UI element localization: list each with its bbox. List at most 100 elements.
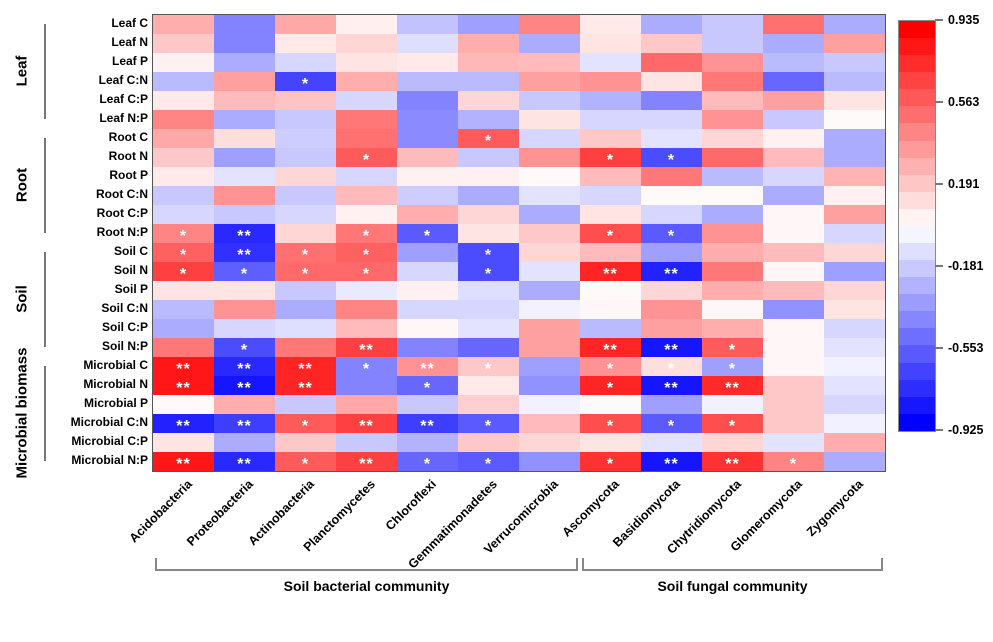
heatmap-cell bbox=[397, 281, 458, 300]
heatmap-cell bbox=[702, 110, 763, 129]
heatmap-cell bbox=[641, 91, 702, 110]
heatmap-cell bbox=[397, 338, 458, 357]
heatmap-cell bbox=[153, 53, 214, 72]
heatmap-cell bbox=[580, 395, 641, 414]
heatmap-cell: ** bbox=[153, 452, 214, 472]
colorbar-step bbox=[899, 311, 935, 329]
heatmap-cell bbox=[702, 148, 763, 167]
heatmap-cell bbox=[519, 243, 580, 262]
heatmap-cell bbox=[397, 395, 458, 414]
colorbar-step bbox=[899, 140, 935, 158]
heatmap-cell: * bbox=[458, 357, 519, 377]
heatmap-cell: * bbox=[153, 262, 214, 282]
heatmap-cell bbox=[763, 300, 824, 319]
heatmap-cell bbox=[397, 319, 458, 338]
row-label: Root C:P bbox=[96, 206, 148, 220]
heatmap-cell bbox=[641, 72, 702, 91]
heatmap-cell bbox=[275, 281, 336, 300]
heatmap-cell: ** bbox=[641, 338, 702, 358]
heatmap-cell: ** bbox=[214, 376, 275, 396]
heatmap-cell bbox=[580, 243, 641, 262]
colorbar-step bbox=[899, 260, 935, 278]
heatmap-cell bbox=[397, 34, 458, 53]
row-label: Microbial N bbox=[83, 377, 148, 391]
colorbar-step bbox=[899, 379, 935, 397]
heatmap-cell bbox=[580, 205, 641, 224]
heatmap-cell: ** bbox=[336, 452, 397, 472]
heatmap-cell bbox=[458, 281, 519, 300]
heatmap-cell bbox=[763, 167, 824, 186]
heatmap-cell: * bbox=[641, 357, 702, 377]
heatmap-cell: * bbox=[336, 224, 397, 244]
heatmap-cell bbox=[519, 34, 580, 53]
heatmap-cell: ** bbox=[641, 452, 702, 472]
heatmap-cell bbox=[336, 300, 397, 319]
heatmap-cell bbox=[397, 53, 458, 72]
heatmap-cell bbox=[214, 167, 275, 186]
heatmap-cell bbox=[763, 72, 824, 91]
row-label: Microbial P bbox=[83, 396, 148, 410]
colorbar-step bbox=[899, 243, 935, 261]
column-group-label: Soil fungal community bbox=[657, 578, 808, 594]
heatmap-cell bbox=[458, 91, 519, 110]
row-group-label: Microbial biomass bbox=[13, 347, 31, 479]
heatmap-cell bbox=[153, 186, 214, 205]
heatmap-cell bbox=[153, 319, 214, 338]
heatmap-cell bbox=[519, 319, 580, 338]
row-label: Leaf C:N bbox=[98, 73, 148, 87]
heatmap-cell bbox=[275, 129, 336, 148]
heatmap-cell bbox=[519, 91, 580, 110]
heatmap-cell bbox=[763, 376, 824, 395]
heatmap-cell bbox=[336, 167, 397, 186]
heatmap-cell bbox=[336, 34, 397, 53]
heatmap-cell: * bbox=[275, 262, 336, 282]
heatmap-cell bbox=[336, 110, 397, 129]
heatmap-cell bbox=[214, 148, 275, 167]
heatmap-cell bbox=[519, 357, 580, 376]
colorbar-tick-label: 0.191 bbox=[948, 177, 980, 191]
heatmap-cell: ** bbox=[641, 262, 702, 282]
heatmap-cell bbox=[458, 72, 519, 91]
heatmap-cell bbox=[763, 186, 824, 205]
heatmap-cell bbox=[336, 15, 397, 34]
heatmap-cell bbox=[824, 300, 885, 319]
heatmap-cell bbox=[275, 91, 336, 110]
heatmap-cell: ** bbox=[275, 376, 336, 396]
colorbar-step bbox=[899, 157, 935, 175]
heatmap-cell: * bbox=[214, 262, 275, 282]
heatmap-cell bbox=[458, 186, 519, 205]
heatmap-cell: ** bbox=[580, 262, 641, 282]
heatmap-cell bbox=[702, 243, 763, 262]
heatmap-cell bbox=[214, 281, 275, 300]
heatmap-cell: * bbox=[580, 224, 641, 244]
row-label: Microbial N:P bbox=[71, 453, 148, 467]
colorbar-tick-label: 0.935 bbox=[948, 13, 980, 27]
heatmap-cell bbox=[702, 300, 763, 319]
heatmap-cell bbox=[519, 395, 580, 414]
heatmap-cell bbox=[824, 167, 885, 186]
heatmap-cell: * bbox=[580, 357, 641, 377]
heatmap-cell: * bbox=[641, 224, 702, 244]
heatmap-cell bbox=[641, 205, 702, 224]
heatmap-cell bbox=[397, 167, 458, 186]
heatmap-cell bbox=[336, 129, 397, 148]
heatmap-cell bbox=[763, 338, 824, 357]
heatmap-cell bbox=[824, 205, 885, 224]
heatmap-cell bbox=[824, 243, 885, 262]
heatmap-cell bbox=[824, 452, 885, 471]
heatmap-cell bbox=[641, 281, 702, 300]
heatmap-cell bbox=[275, 338, 336, 357]
heatmap-cell bbox=[824, 110, 885, 129]
heatmap-cell bbox=[580, 186, 641, 205]
row-label: Soil N:P bbox=[101, 339, 148, 353]
heatmap-cell bbox=[153, 129, 214, 148]
heatmap-cell: * bbox=[214, 338, 275, 358]
heatmap-cell bbox=[580, 129, 641, 148]
heatmap-cell bbox=[153, 338, 214, 357]
heatmap-cell: * bbox=[275, 243, 336, 263]
heatmap-cell bbox=[519, 15, 580, 34]
row-group-bracket bbox=[44, 365, 46, 461]
heatmap-cell bbox=[580, 300, 641, 319]
heatmap-cell: ** bbox=[397, 414, 458, 434]
row-group-label: Root bbox=[13, 167, 31, 203]
